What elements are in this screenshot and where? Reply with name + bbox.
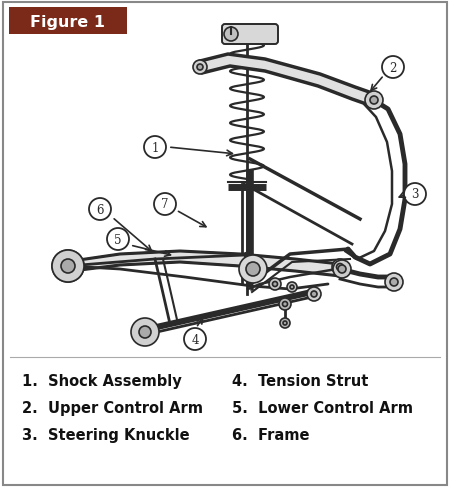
Circle shape: [385, 273, 403, 291]
Circle shape: [382, 57, 404, 79]
Circle shape: [283, 321, 287, 325]
Circle shape: [107, 228, 129, 250]
Circle shape: [131, 318, 159, 346]
Circle shape: [154, 194, 176, 216]
FancyBboxPatch shape: [3, 3, 447, 485]
Circle shape: [52, 250, 84, 283]
Text: 1.  Shock Assembly: 1. Shock Assembly: [22, 373, 182, 388]
Circle shape: [390, 279, 398, 286]
Text: 3: 3: [411, 188, 419, 201]
Circle shape: [193, 61, 207, 75]
Circle shape: [269, 279, 281, 290]
FancyBboxPatch shape: [222, 25, 278, 45]
Circle shape: [89, 199, 111, 221]
Text: 4: 4: [191, 333, 199, 346]
Text: 2: 2: [389, 61, 397, 74]
Circle shape: [273, 282, 278, 287]
Circle shape: [307, 287, 321, 302]
Text: 3.  Steering Knuckle: 3. Steering Knuckle: [22, 427, 189, 442]
Circle shape: [290, 285, 294, 289]
Text: 6: 6: [96, 203, 104, 216]
Text: 5: 5: [114, 233, 122, 246]
Text: 5.  Lower Control Arm: 5. Lower Control Arm: [232, 400, 413, 415]
Circle shape: [338, 265, 346, 273]
Circle shape: [61, 260, 75, 273]
Circle shape: [61, 260, 75, 273]
Text: 7: 7: [161, 198, 169, 211]
Circle shape: [337, 264, 343, 271]
Text: Figure 1: Figure 1: [31, 15, 105, 29]
Text: 1: 1: [151, 141, 159, 154]
Text: 6.  Frame: 6. Frame: [232, 427, 310, 442]
Circle shape: [287, 283, 297, 292]
Circle shape: [139, 326, 151, 338]
Circle shape: [370, 97, 378, 105]
Circle shape: [283, 302, 288, 307]
Circle shape: [52, 250, 84, 283]
Circle shape: [197, 65, 203, 71]
Circle shape: [280, 318, 290, 328]
Circle shape: [279, 298, 291, 310]
Circle shape: [365, 92, 383, 110]
FancyBboxPatch shape: [9, 8, 127, 35]
Circle shape: [239, 256, 267, 284]
Circle shape: [246, 263, 260, 276]
Polygon shape: [72, 251, 340, 276]
Circle shape: [144, 137, 166, 159]
Text: 2.  Upper Control Arm: 2. Upper Control Arm: [22, 400, 203, 415]
Text: 4.  Tension Strut: 4. Tension Strut: [232, 373, 369, 388]
Circle shape: [333, 261, 351, 279]
Circle shape: [224, 28, 238, 42]
Circle shape: [404, 183, 426, 205]
Polygon shape: [200, 55, 375, 107]
Circle shape: [332, 260, 348, 275]
Circle shape: [311, 291, 317, 297]
Circle shape: [184, 328, 206, 350]
